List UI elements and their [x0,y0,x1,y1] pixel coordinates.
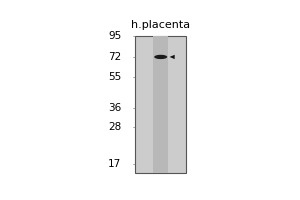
Text: 17: 17 [108,159,121,169]
Text: 55: 55 [108,72,121,82]
Ellipse shape [154,55,167,59]
Text: 72: 72 [108,52,121,62]
Bar [153,36,168,173]
Text: 95: 95 [108,31,121,41]
Text: 28: 28 [108,122,121,132]
Polygon shape [169,55,175,59]
Text: 36: 36 [108,103,121,113]
Bar [135,36,186,173]
Text: h.placenta: h.placenta [131,20,190,30]
